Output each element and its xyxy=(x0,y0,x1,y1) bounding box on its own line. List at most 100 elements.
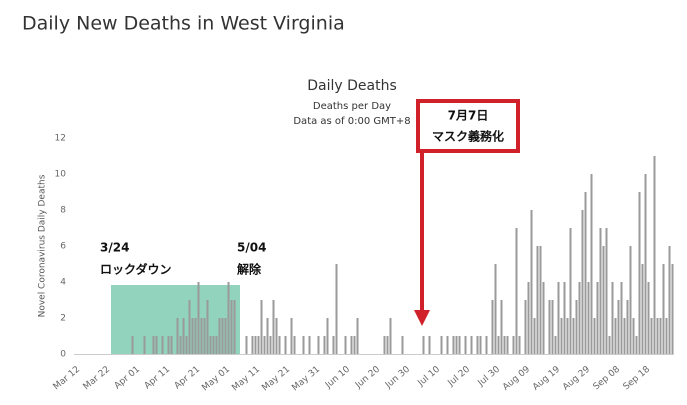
x-tick-label: Jul 10 xyxy=(416,364,443,389)
y-tick-label: 8 xyxy=(60,206,66,216)
bar xyxy=(485,336,488,354)
x-tick-label: Sep 08 xyxy=(592,364,623,392)
bar xyxy=(602,246,605,354)
bar xyxy=(632,318,635,354)
bar xyxy=(275,318,278,354)
x-tick-label: Apr 11 xyxy=(143,365,172,392)
bar xyxy=(350,336,353,354)
bar xyxy=(518,336,521,354)
chart-note: Data as of 0:00 GMT+8 xyxy=(293,116,410,127)
bar xyxy=(557,282,560,354)
bar xyxy=(209,336,212,354)
bar xyxy=(458,336,461,354)
bar xyxy=(266,318,269,354)
bar xyxy=(626,300,629,354)
bar xyxy=(536,246,539,354)
bar xyxy=(566,318,569,354)
bar xyxy=(161,336,164,354)
annotation: 解除 xyxy=(237,262,262,277)
bar xyxy=(254,336,257,354)
bar xyxy=(650,318,653,354)
bar xyxy=(464,336,467,354)
x-tick-label: May 01 xyxy=(200,365,232,394)
bar xyxy=(452,336,455,354)
x-tick-label: Jun 20 xyxy=(353,364,382,391)
y-tick-label: 2 xyxy=(60,314,66,324)
bar xyxy=(422,336,425,354)
bar xyxy=(446,336,449,354)
arrow-head xyxy=(414,310,430,326)
bar xyxy=(575,300,578,354)
bar xyxy=(629,246,632,354)
bar xyxy=(356,318,359,354)
bar xyxy=(212,336,215,354)
bar xyxy=(455,336,458,354)
bar xyxy=(167,336,170,354)
bar xyxy=(503,336,506,354)
bar xyxy=(179,336,182,354)
bar xyxy=(578,282,581,354)
bar xyxy=(143,336,146,354)
bar xyxy=(263,336,266,354)
x-tick-label: Jul 30 xyxy=(476,364,503,389)
bar xyxy=(272,300,275,354)
mask-box xyxy=(416,99,520,153)
bar xyxy=(587,282,590,354)
bar xyxy=(515,228,518,354)
bar xyxy=(203,318,206,354)
bar xyxy=(542,282,545,354)
bar xyxy=(326,318,329,354)
bar xyxy=(197,282,200,354)
bar xyxy=(401,336,404,354)
bar xyxy=(260,300,263,354)
bar xyxy=(152,336,155,354)
bar xyxy=(590,174,593,354)
bar xyxy=(206,300,209,354)
bar xyxy=(200,318,203,354)
bar xyxy=(440,336,443,354)
bar xyxy=(620,282,623,354)
bar xyxy=(185,336,188,354)
bar xyxy=(533,318,536,354)
x-tick-label: Jun 10 xyxy=(323,364,352,391)
bar xyxy=(506,336,509,354)
bar xyxy=(227,282,230,354)
bar xyxy=(524,300,527,354)
x-tick-label: Sep 18 xyxy=(622,364,653,392)
bar xyxy=(251,336,254,354)
bar xyxy=(317,336,320,354)
y-tick-label: 0 xyxy=(60,350,66,360)
bar xyxy=(572,318,575,354)
bar xyxy=(335,264,338,354)
bar xyxy=(284,336,287,354)
bar xyxy=(614,318,617,354)
bar xyxy=(293,336,296,354)
bar xyxy=(302,336,305,354)
annotation: マスク義務化 xyxy=(432,129,504,144)
bar xyxy=(470,336,473,354)
bar xyxy=(224,318,227,354)
bar xyxy=(623,318,626,354)
bar xyxy=(647,282,650,354)
bar xyxy=(269,336,272,354)
y-tick-label: 6 xyxy=(60,242,66,252)
bar xyxy=(332,336,335,354)
y-tick-label: 10 xyxy=(55,170,67,180)
x-tick-label: Mar 12 xyxy=(52,365,82,393)
bar xyxy=(554,336,557,354)
bar xyxy=(605,228,608,354)
bar xyxy=(662,264,665,354)
bar xyxy=(221,318,224,354)
x-tick-label: Mar 22 xyxy=(82,365,112,393)
bar xyxy=(257,336,260,354)
bar xyxy=(323,336,326,354)
bar xyxy=(668,246,671,354)
bar xyxy=(188,300,191,354)
annotation: 5/04 xyxy=(237,241,266,255)
bar xyxy=(182,318,185,354)
x-tick-label: May 21 xyxy=(260,365,292,394)
bar xyxy=(539,246,542,354)
lockdown-region xyxy=(111,285,240,354)
